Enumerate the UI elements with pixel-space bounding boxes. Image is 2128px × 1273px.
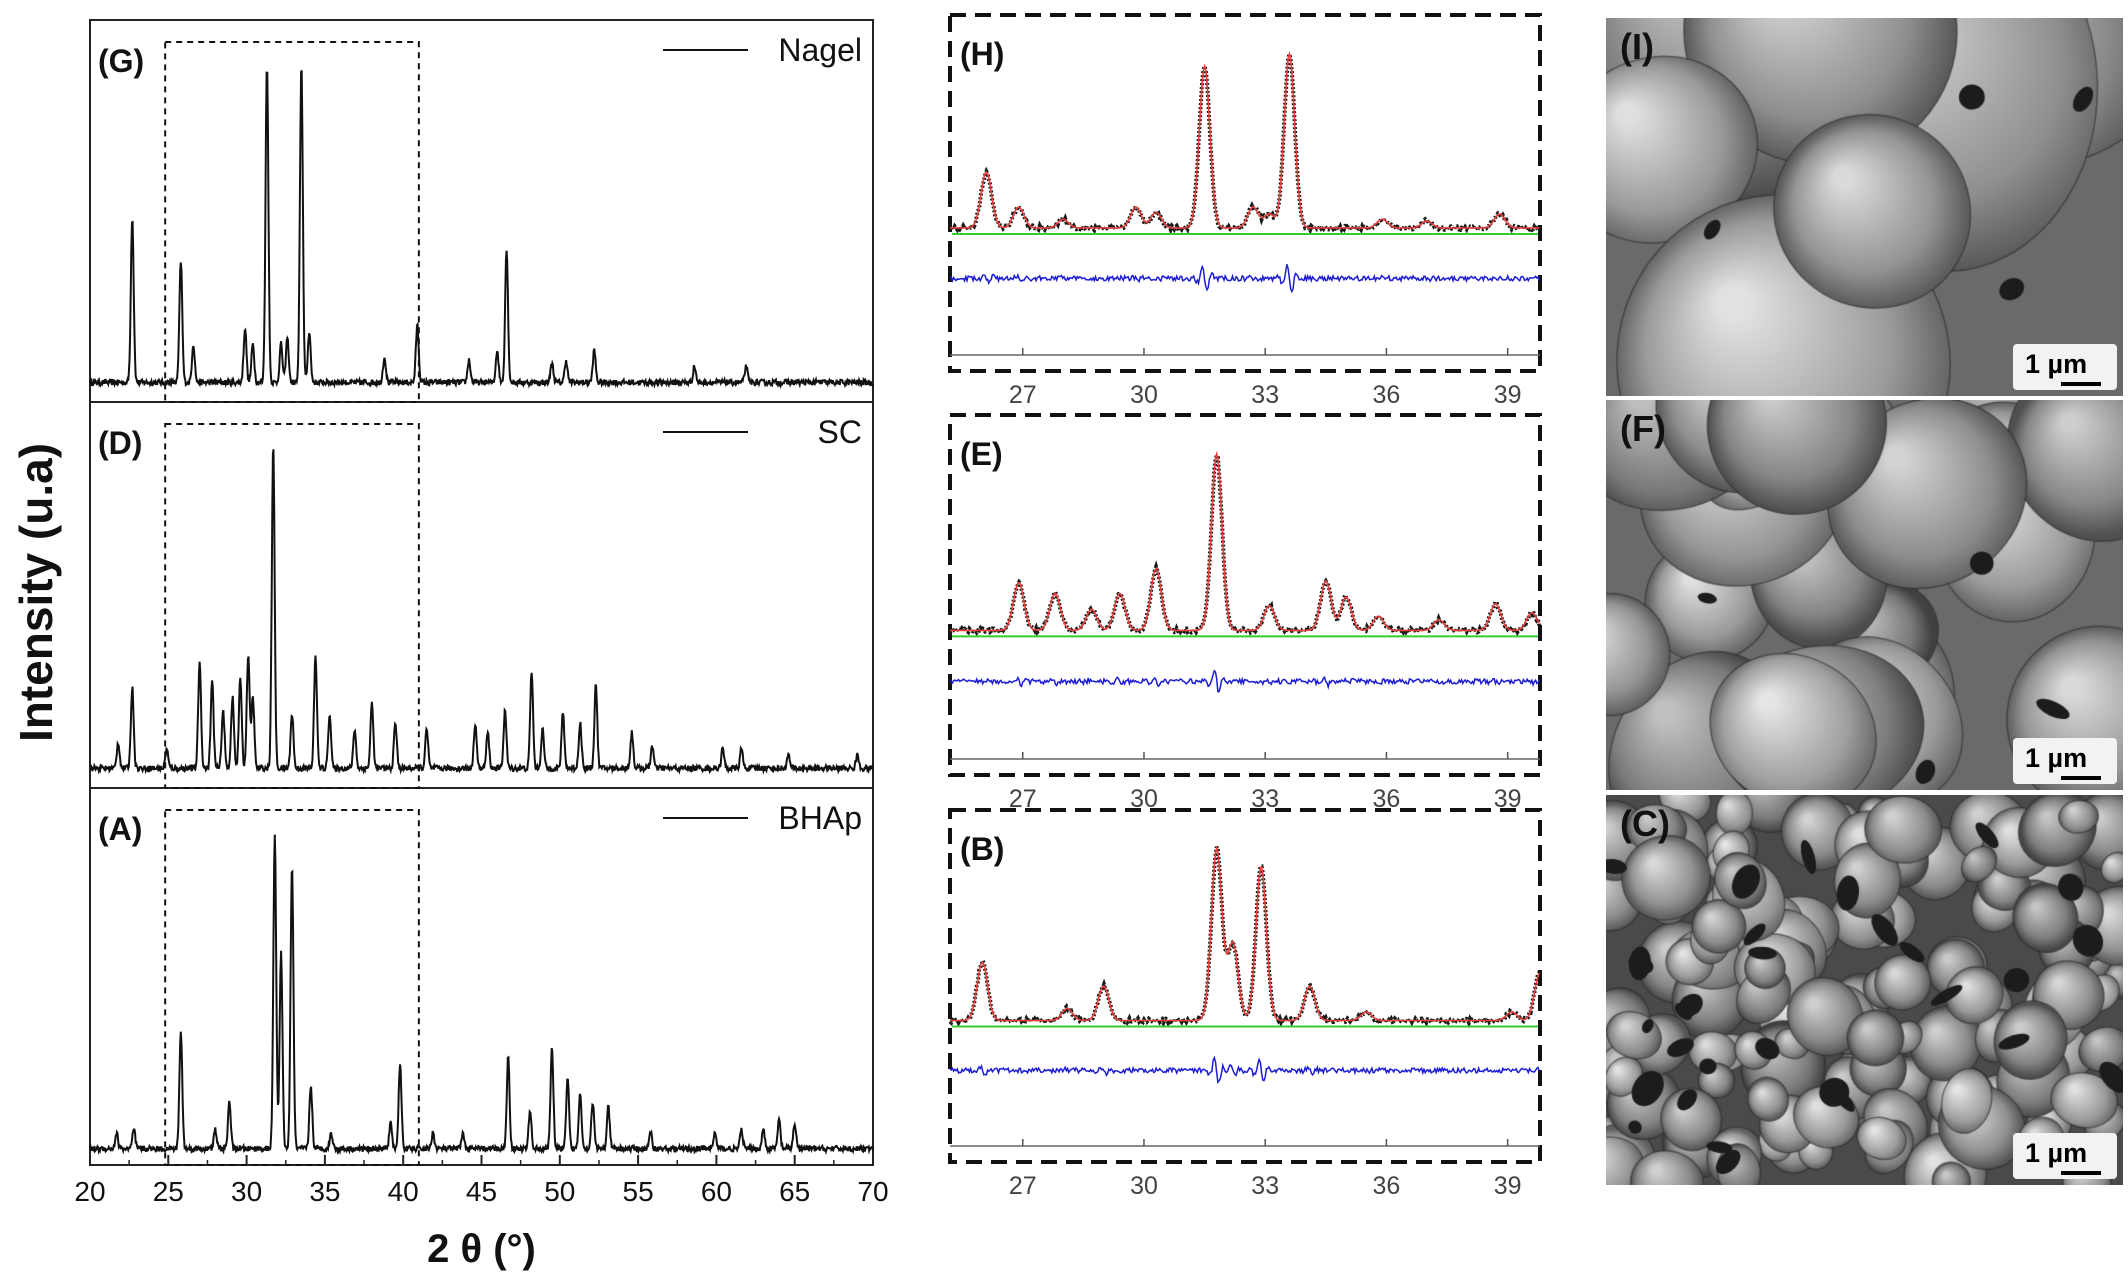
micrograph-i: (I) 1 µm: [1606, 18, 2123, 396]
observed-series-line: [948, 846, 1541, 1030]
x-tick-label: 27: [1009, 381, 1037, 409]
panel-label: (B): [960, 831, 1004, 867]
x-tick-label: 39: [1494, 381, 1522, 409]
scale-bar: 1 µm: [2013, 1133, 2117, 1179]
micrograph-image: [1606, 18, 2123, 396]
plot-frame: [89, 19, 874, 1166]
micrograph-f: (F) 1 µm: [1606, 400, 2123, 790]
x-tick-label: 35: [309, 1176, 340, 1207]
panel-label: (D): [98, 425, 142, 461]
legend-label: Nagel: [778, 32, 862, 68]
scale-bar: 1 µm: [2013, 738, 2117, 784]
scale-bar-text: 1 µm: [2025, 349, 2088, 379]
legend-label: BHAp: [778, 800, 862, 836]
panel-label: (H): [960, 36, 1004, 72]
xrd-stack-chart: 20 25 30 35 40 45 50 55 60 65 70 2 θ (°) Intensity (…: [10, 19, 889, 1271]
x-tick-label: 30: [1130, 381, 1158, 409]
x-tick-label: 33: [1251, 1172, 1279, 1200]
x-tick-label: 39: [1494, 1172, 1522, 1200]
x-tick-label: 30: [1130, 1172, 1158, 1200]
calculated-series-line: [950, 50, 1540, 229]
panel-label: (G): [98, 43, 144, 79]
x-tick-label: 65: [779, 1176, 810, 1207]
micrograph-label: (I): [1620, 26, 1654, 67]
micrograph-label: (C): [1620, 803, 1670, 844]
x-tick-label: 20: [74, 1176, 105, 1207]
x-tick-label: 30: [231, 1176, 262, 1207]
scale-bar-line: [2061, 382, 2101, 386]
difference-series-line: [949, 669, 1540, 693]
legend-label: SC: [818, 414, 862, 450]
difference-series-line: [949, 1055, 1540, 1085]
x-tick-label: 45: [466, 1176, 497, 1207]
panel-label: (E): [960, 436, 1003, 472]
y-axis-label: Intensity (u.a): [10, 443, 62, 742]
x-tick-label: 36: [1373, 1172, 1401, 1200]
observed-series-line: [949, 53, 1542, 236]
rietveld-frame: [948, 808, 1542, 1164]
series-line-nagel: [89, 70, 874, 390]
scale-bar: 1 µm: [2013, 344, 2117, 390]
rietveld-frame: [948, 13, 1542, 373]
micrograph-image: [1606, 795, 2123, 1185]
micrograph-c: (C) 1 µm: [1606, 795, 2123, 1185]
x-tick-label: 27: [1009, 1172, 1037, 1200]
scale-bar-text: 1 µm: [2025, 1138, 2088, 1168]
x-tick-label: 55: [623, 1176, 654, 1207]
zoom-region-box: [164, 809, 420, 1166]
series-line-bhap: [89, 834, 874, 1156]
calculated-series-line: [950, 450, 1540, 632]
zoom-region-box: [164, 41, 420, 403]
scale-bar-line: [2061, 1171, 2101, 1175]
rietveld-frame: [948, 413, 1542, 777]
micrograph-image: [1606, 400, 2123, 790]
x-tick-label: 40: [388, 1176, 419, 1207]
calculated-series-line: [950, 845, 1540, 1022]
x-tick-label: 33: [1251, 381, 1279, 409]
x-axis-label: 2 θ (°): [427, 1227, 536, 1271]
x-tick-label: 70: [857, 1176, 888, 1207]
series-line-sc: [89, 449, 874, 775]
x-tick-label: 36: [1373, 381, 1401, 409]
scale-bar-text: 1 µm: [2025, 743, 2088, 773]
micrograph-label: (F): [1620, 408, 1666, 449]
observed-series-line: [948, 450, 1542, 639]
panel-label: (A): [98, 811, 142, 847]
x-tick-label: 25: [153, 1176, 184, 1207]
scale-bar-line: [2061, 776, 2101, 780]
difference-series-line: [950, 264, 1540, 294]
rietveld-stack-chart: 27 30 33 36 39(H)27 30 33 36 39(E)27 30 33 36 39(B): [948, 13, 1542, 1200]
x-tick-label: 50: [544, 1176, 575, 1207]
x-tick-label: 60: [701, 1176, 732, 1207]
zoom-region-box: [164, 423, 420, 789]
